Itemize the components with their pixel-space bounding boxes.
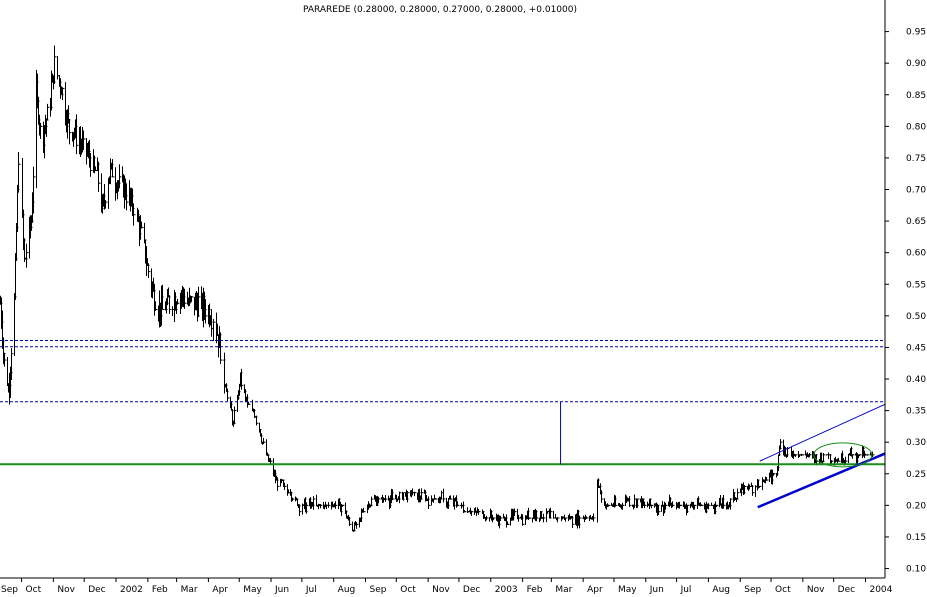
- y-axis-ticks: 0.10 0.15 0.20 0.25 0.30 0.35 0.40 0.45 0.50 0.55…: [885, 28, 926, 575]
- x-tick-label: Nov: [807, 585, 825, 595]
- x-tick-label: Oct: [775, 585, 791, 595]
- y-tick-label: 0.85: [906, 91, 926, 101]
- y-tick-label: 0.60: [906, 249, 926, 259]
- x-tick-label: Sep: [1, 585, 18, 595]
- annotation-layer: [0, 339, 886, 509]
- x-tick-label: Apr: [587, 585, 603, 595]
- x-tick-label: Jul: [305, 585, 317, 595]
- chart-title: PARAREDE (0.28000, 0.28000, 0.27000, 0.2…: [303, 5, 577, 15]
- x-tick-label: 2002: [120, 585, 143, 595]
- x-tick-label: Feb: [152, 585, 168, 595]
- y-tick-label: 0.35: [906, 407, 926, 417]
- x-tick-label: Jul: [680, 585, 692, 595]
- x-tick-label: Sep: [369, 585, 386, 595]
- y-tick-label: 0.95: [906, 28, 926, 38]
- price-bars: [0, 45, 875, 532]
- x-tick-label: 2004: [869, 585, 892, 595]
- x-tick-label: Feb: [527, 585, 543, 595]
- y-tick-label: 0.40: [906, 375, 926, 385]
- trendline: [757, 452, 886, 509]
- x-tick-label: Nov: [432, 585, 450, 595]
- y-tick-label: 0.10: [906, 565, 926, 575]
- y-tick-label: 0.20: [906, 501, 926, 511]
- x-tick-label: Dec: [88, 585, 105, 595]
- y-tick-label: 0.70: [906, 186, 926, 196]
- y-tick-label: 0.25: [906, 470, 926, 480]
- x-tick-label: Dec: [838, 585, 855, 595]
- y-tick-label: 0.75: [906, 154, 926, 164]
- x-tick-label: Mar: [181, 585, 198, 595]
- x-tick-label: 2003: [495, 585, 518, 595]
- x-tick-label: May: [618, 585, 637, 595]
- y-tick-label: 0.45: [906, 343, 926, 353]
- y-tick-label: 0.80: [906, 122, 926, 132]
- x-tick-label: May: [243, 585, 262, 595]
- x-tick-label: Dec: [463, 585, 480, 595]
- y-tick-label: 0.30: [906, 438, 926, 448]
- y-tick-label: 0.65: [906, 217, 926, 227]
- y-tick-label: 0.15: [906, 533, 926, 543]
- y-tick-label: 0.90: [906, 59, 926, 69]
- y-tick-label: 0.50: [906, 312, 926, 322]
- x-tick-label: Apr: [212, 585, 228, 595]
- x-tick-label: Nov: [57, 585, 75, 595]
- trendline: [759, 403, 886, 462]
- x-tick-label: Mar: [555, 585, 572, 595]
- y-tick-label: 0.55: [906, 280, 926, 290]
- x-axis-ticks: Sep Oct Nov Dec 2002 Feb Mar Apr May Jun Jul Aug Sep…: [1, 578, 893, 595]
- x-tick-label: Sep: [744, 585, 761, 595]
- x-tick-label: Aug: [712, 585, 730, 595]
- x-tick-label: Oct: [400, 585, 416, 595]
- highlight-ellipse: [813, 442, 873, 468]
- x-tick-label: Jun: [649, 585, 664, 595]
- x-tick-label: Oct: [26, 585, 42, 595]
- x-tick-label: Aug: [338, 585, 356, 595]
- x-tick-label: Jun: [274, 585, 289, 595]
